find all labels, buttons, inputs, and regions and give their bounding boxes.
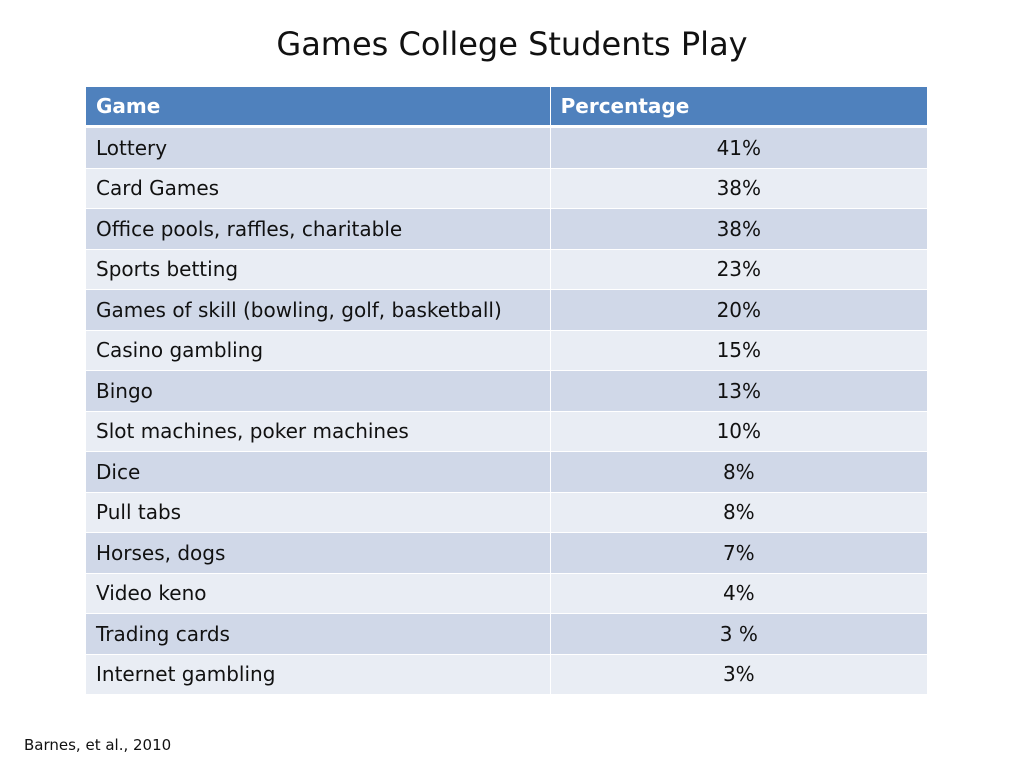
game-cell: Sports betting bbox=[85, 248, 551, 290]
table-row: Video keno 4% bbox=[85, 572, 929, 614]
game-cell: Games of skill (bowling, golf, basketbal… bbox=[85, 289, 551, 331]
percentage-cell: 23% bbox=[549, 248, 929, 290]
table-row: Trading cards 3 % bbox=[85, 613, 929, 655]
percentage-cell: 13% bbox=[549, 370, 929, 412]
percentage-cell: 4% bbox=[549, 572, 929, 614]
game-cell: Card Games bbox=[85, 167, 551, 209]
game-cell: Internet gambling bbox=[85, 653, 551, 695]
table-row: Slot machines, poker machines 10% bbox=[85, 410, 929, 452]
percentage-cell: 7% bbox=[549, 532, 929, 574]
percentage-cell: 41% bbox=[549, 126, 929, 169]
game-cell: Trading cards bbox=[85, 613, 551, 655]
game-cell: Video keno bbox=[85, 572, 551, 614]
game-cell: Horses, dogs bbox=[85, 532, 551, 574]
percentage-cell: 8% bbox=[549, 451, 929, 493]
percentage-cell: 10% bbox=[549, 410, 929, 452]
table-row: Lottery 41% bbox=[85, 126, 929, 169]
table-row: Dice 8% bbox=[85, 451, 929, 493]
table-row: Casino gambling 15% bbox=[85, 329, 929, 371]
table-row: Horses, dogs 7% bbox=[85, 532, 929, 574]
percentage-cell: 3% bbox=[549, 653, 929, 695]
game-cell: Bingo bbox=[85, 370, 551, 412]
table-row: Pull tabs 8% bbox=[85, 491, 929, 533]
citation: Barnes, et al., 2010 bbox=[24, 736, 172, 754]
table-row: Office pools, raffles, charitable 38% bbox=[85, 208, 929, 250]
table-row: Bingo 13% bbox=[85, 370, 929, 412]
slide-title: Games College Students Play bbox=[276, 25, 748, 63]
games-table: Game Percentage Lottery 41% Card Games 3… bbox=[85, 86, 929, 695]
percentage-cell: 15% bbox=[549, 329, 929, 371]
percentage-cell: 20% bbox=[549, 289, 929, 331]
game-cell: Slot machines, poker machines bbox=[85, 410, 551, 452]
table-row: Card Games 38% bbox=[85, 167, 929, 209]
game-cell: Lottery bbox=[85, 126, 551, 169]
percentage-cell: 38% bbox=[549, 208, 929, 250]
column-header-game: Game bbox=[85, 86, 551, 128]
percentage-cell: 3 % bbox=[549, 613, 929, 655]
game-cell: Pull tabs bbox=[85, 491, 551, 533]
game-cell: Casino gambling bbox=[85, 329, 551, 371]
percentage-cell: 8% bbox=[549, 491, 929, 533]
game-cell: Office pools, raffles, charitable bbox=[85, 208, 551, 250]
column-header-percentage: Percentage bbox=[549, 86, 929, 128]
percentage-cell: 38% bbox=[549, 167, 929, 209]
table-row: Internet gambling 3% bbox=[85, 653, 929, 695]
table-row: Games of skill (bowling, golf, basketbal… bbox=[85, 289, 929, 331]
table-row: Sports betting 23% bbox=[85, 248, 929, 290]
table-header: Game Percentage bbox=[85, 86, 929, 128]
game-cell: Dice bbox=[85, 451, 551, 493]
table-body: Lottery 41% Card Games 38% Office pools,… bbox=[85, 126, 929, 695]
table-header-row: Game Percentage bbox=[85, 86, 929, 128]
